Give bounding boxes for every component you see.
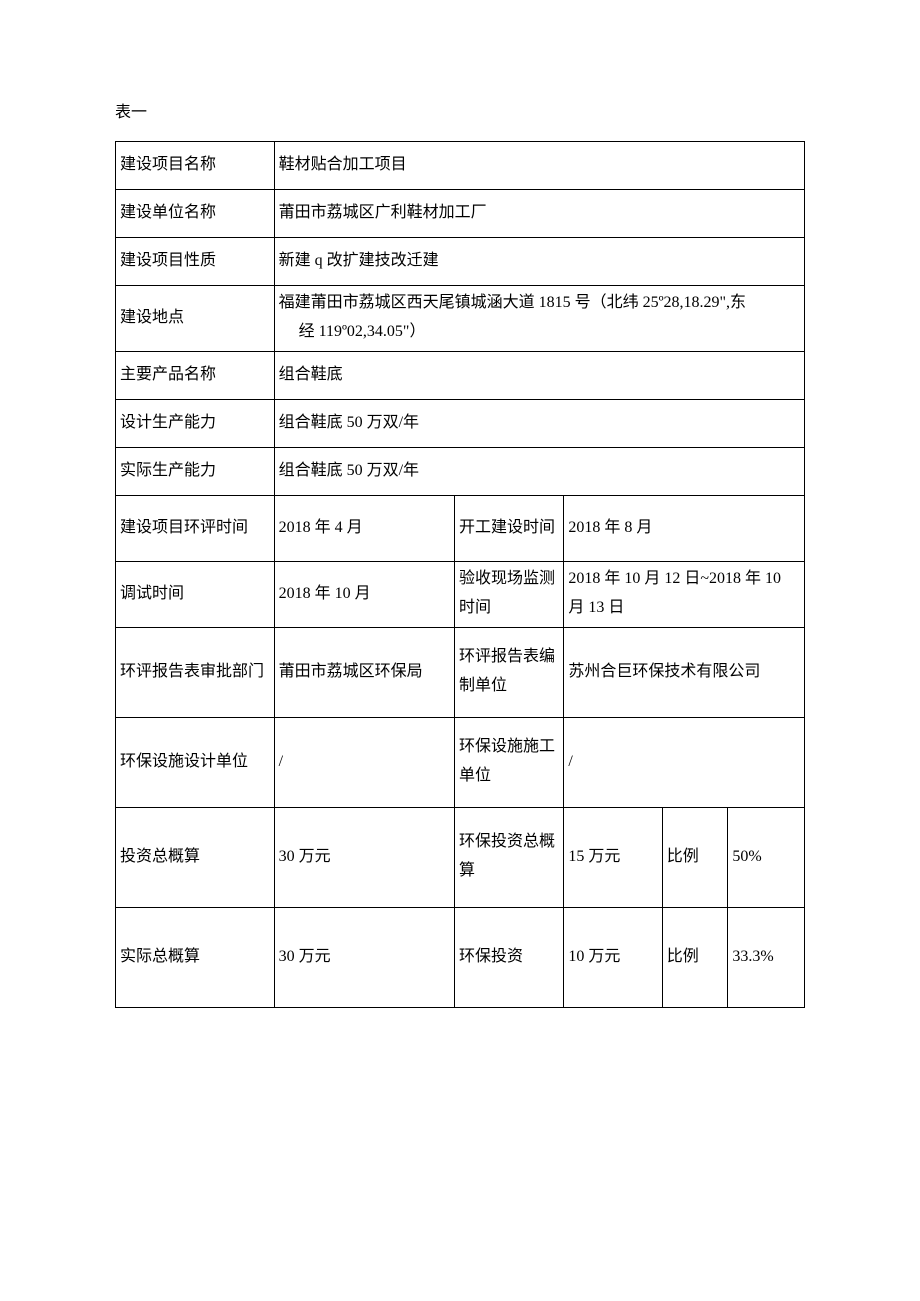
cell-value: / bbox=[274, 717, 454, 807]
cell-label: 建设单位名称 bbox=[116, 189, 275, 237]
cell-value: 33.3% bbox=[728, 907, 805, 1007]
table-row: 投资总概算 30 万元 环保投资总概算 15 万元 比例 50% bbox=[116, 807, 805, 907]
cell-value: 鞋材贴合加工项目 bbox=[274, 141, 804, 189]
cell-value: / bbox=[564, 717, 805, 807]
cell-value: 组合鞋底 bbox=[274, 351, 804, 399]
cell-label: 环保投资总概算 bbox=[454, 807, 563, 907]
cell-label: 比例 bbox=[662, 807, 728, 907]
cell-label: 开工建设时间 bbox=[454, 495, 563, 561]
cell-label: 建设项目环评时间 bbox=[116, 495, 275, 561]
cell-label: 实际总概算 bbox=[116, 907, 275, 1007]
table-row: 建设项目性质 新建 q 改扩建技改迁建 bbox=[116, 237, 805, 285]
cell-label: 环保设施设计单位 bbox=[116, 717, 275, 807]
cell-value: 组合鞋底 50 万双/年 bbox=[274, 399, 804, 447]
cell-label: 建设地点 bbox=[116, 285, 275, 351]
cell-value: 10 万元 bbox=[564, 907, 662, 1007]
cell-value: 组合鞋底 50 万双/年 bbox=[274, 447, 804, 495]
cell-value: 30 万元 bbox=[274, 907, 454, 1007]
cell-value: 莆田市荔城区环保局 bbox=[274, 627, 454, 717]
table-row: 环评报告表审批部门 莆田市荔城区环保局 环评报告表编制单位 苏州合巨环保技术有限… bbox=[116, 627, 805, 717]
cell-label: 投资总概算 bbox=[116, 807, 275, 907]
cell-label: 环保投资 bbox=[454, 907, 563, 1007]
cell-value: 苏州合巨环保技术有限公司 bbox=[564, 627, 805, 717]
cell-label: 调试时间 bbox=[116, 561, 275, 627]
cell-label: 主要产品名称 bbox=[116, 351, 275, 399]
address-line1: 福建莆田市荔城区西天尾镇城涵大道 1815 号（北纬 25º28,18.29",… bbox=[279, 294, 747, 311]
cell-value: 2018 年 10 月 bbox=[274, 561, 454, 627]
table-row: 建设单位名称 莆田市荔城区广利鞋材加工厂 bbox=[116, 189, 805, 237]
cell-label: 环保设施施工单位 bbox=[454, 717, 563, 807]
cell-value: 2018 年 10 月 12 日~2018 年 10 月 13 日 bbox=[564, 561, 805, 627]
project-info-table: 建设项目名称 鞋材贴合加工项目 建设单位名称 莆田市荔城区广利鞋材加工厂 建设项… bbox=[115, 141, 805, 1008]
cell-label: 设计生产能力 bbox=[116, 399, 275, 447]
cell-value: 2018 年 4 月 bbox=[274, 495, 454, 561]
cell-value: 50% bbox=[728, 807, 805, 907]
cell-value: 莆田市荔城区广利鞋材加工厂 bbox=[274, 189, 804, 237]
cell-value: 15 万元 bbox=[564, 807, 662, 907]
cell-label: 建设项目名称 bbox=[116, 141, 275, 189]
cell-value: 福建莆田市荔城区西天尾镇城涵大道 1815 号（北纬 25º28,18.29",… bbox=[274, 285, 804, 351]
cell-value: 新建 q 改扩建技改迁建 bbox=[274, 237, 804, 285]
cell-value: 30 万元 bbox=[274, 807, 454, 907]
table-row: 主要产品名称 组合鞋底 bbox=[116, 351, 805, 399]
table-row: 环保设施设计单位 / 环保设施施工单位 / bbox=[116, 717, 805, 807]
cell-label: 建设项目性质 bbox=[116, 237, 275, 285]
table-row: 建设项目名称 鞋材贴合加工项目 bbox=[116, 141, 805, 189]
cell-label: 环评报告表编制单位 bbox=[454, 627, 563, 717]
table-row: 实际生产能力 组合鞋底 50 万双/年 bbox=[116, 447, 805, 495]
table-row: 建设项目环评时间 2018 年 4 月 开工建设时间 2018 年 8 月 bbox=[116, 495, 805, 561]
cell-label: 比例 bbox=[662, 907, 728, 1007]
cell-label: 实际生产能力 bbox=[116, 447, 275, 495]
cell-value: 2018 年 8 月 bbox=[564, 495, 805, 561]
cell-label: 验收现场监测时间 bbox=[454, 561, 563, 627]
address-line2: 经 119º02,34.05"） bbox=[279, 323, 426, 340]
table-title: 表一 bbox=[115, 100, 805, 126]
table-row: 设计生产能力 组合鞋底 50 万双/年 bbox=[116, 399, 805, 447]
table-row: 建设地点 福建莆田市荔城区西天尾镇城涵大道 1815 号（北纬 25º28,18… bbox=[116, 285, 805, 351]
table-row: 调试时间 2018 年 10 月 验收现场监测时间 2018 年 10 月 12… bbox=[116, 561, 805, 627]
cell-label: 环评报告表审批部门 bbox=[116, 627, 275, 717]
table-row: 实际总概算 30 万元 环保投资 10 万元 比例 33.3% bbox=[116, 907, 805, 1007]
